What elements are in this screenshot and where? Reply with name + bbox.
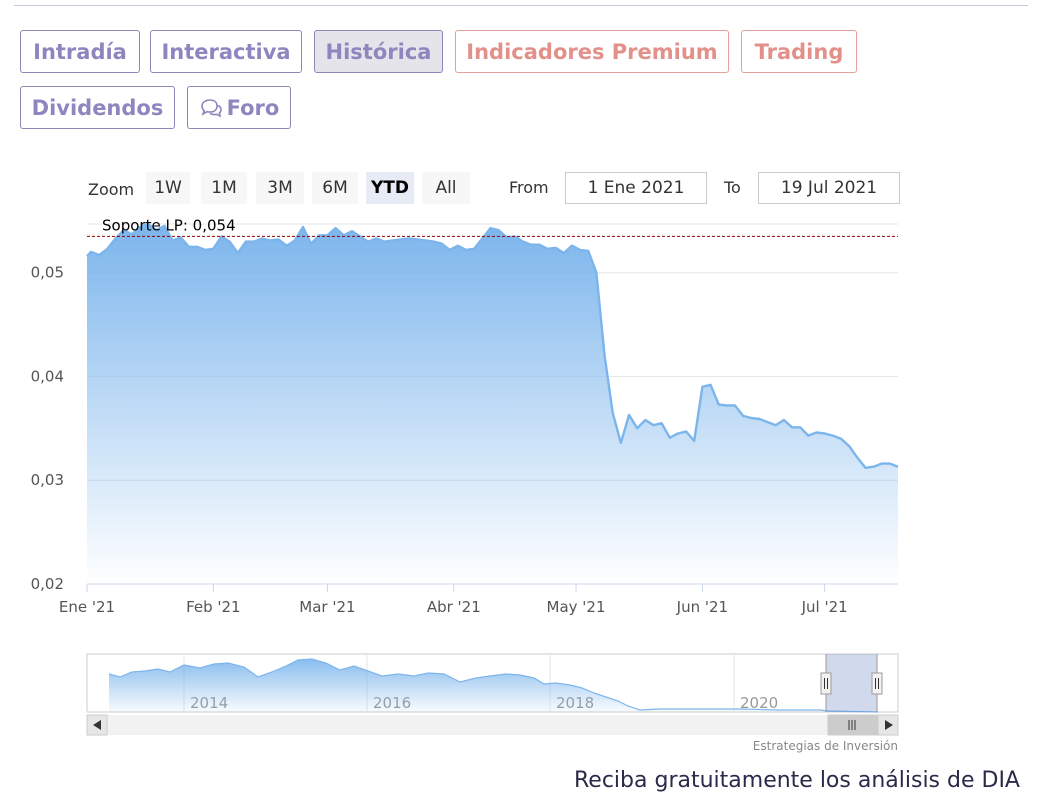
zoom-button-3m[interactable]: 3M bbox=[256, 172, 304, 204]
navigator-frame bbox=[86, 653, 899, 713]
zoom-button-1w[interactable]: 1W bbox=[146, 172, 190, 204]
tab-label: Trading bbox=[754, 39, 844, 64]
speech-bubbles-icon bbox=[199, 97, 223, 119]
scrollbar-right-button[interactable] bbox=[877, 714, 899, 736]
to-label: To bbox=[724, 178, 741, 197]
price-area bbox=[87, 223, 898, 584]
tab-label: Dividendos bbox=[31, 95, 164, 120]
navigator[interactable]: 2014 2016 2018 2020 bbox=[86, 653, 899, 736]
scroll-right-arrow-icon bbox=[885, 720, 893, 730]
scrollbar-left-button[interactable] bbox=[86, 714, 108, 736]
top-divider bbox=[14, 5, 1028, 6]
navigator-selection[interactable] bbox=[826, 654, 877, 712]
y-tick-label: 0,04 bbox=[31, 367, 64, 385]
y-tick-label: 0,03 bbox=[31, 471, 64, 489]
x-tick-label: Feb '21 bbox=[186, 598, 241, 616]
zoom-button-1m[interactable]: 1M bbox=[201, 172, 247, 204]
tab-label: Histórica bbox=[325, 39, 432, 64]
support-line-label: Soporte LP: 0,054 bbox=[102, 216, 236, 234]
from-date-input[interactable]: 1 Ene 2021 bbox=[565, 172, 707, 204]
tab-interactiva[interactable]: Interactiva bbox=[150, 30, 302, 73]
tab-label: Foro bbox=[226, 95, 280, 120]
from-label: From bbox=[509, 178, 549, 197]
tab-hist-rica[interactable]: Histórica bbox=[314, 30, 443, 73]
zoom-label: Zoom bbox=[88, 180, 135, 199]
y-tick-label: 0,02 bbox=[31, 575, 64, 593]
x-tick-label: May '21 bbox=[547, 598, 606, 616]
zoom-button-ytd[interactable]: YTD bbox=[366, 172, 414, 204]
tab-label: Intradía bbox=[33, 39, 127, 64]
y-tick-label: 0,05 bbox=[31, 264, 64, 282]
tab-label: Indicadores Premium bbox=[466, 39, 718, 64]
tab-indicadores-premium[interactable]: Indicadores Premium bbox=[455, 30, 729, 73]
scrollbar-thumb[interactable] bbox=[827, 714, 879, 736]
navigator-year-label: 2014 bbox=[190, 694, 228, 712]
tab-label: Interactiva bbox=[161, 39, 291, 64]
navigator-handle-right[interactable] bbox=[871, 672, 883, 695]
x-tick-label: Abr '21 bbox=[427, 598, 481, 616]
chart-credit[interactable]: Estrategias de Inversión bbox=[753, 739, 898, 753]
scrollbar-track[interactable] bbox=[87, 715, 898, 735]
zoom-button-all[interactable]: All bbox=[422, 172, 470, 204]
price-line bbox=[86, 222, 899, 469]
navigator-line bbox=[108, 658, 879, 713]
navigator-area bbox=[109, 659, 878, 712]
navigator-year-label: 2020 bbox=[740, 694, 778, 712]
navigator-handle-left[interactable] bbox=[820, 672, 832, 695]
tab-foro[interactable]: Foro bbox=[187, 86, 291, 129]
x-tick-label: Mar '21 bbox=[299, 598, 355, 616]
zoom-button-6m[interactable]: 6M bbox=[312, 172, 358, 204]
x-tick-label: Jul '21 bbox=[801, 598, 848, 616]
to-date-input[interactable]: 19 Jul 2021 bbox=[758, 172, 900, 204]
navigator-year-label: 2018 bbox=[556, 694, 594, 712]
x-tick-label: Ene '21 bbox=[59, 598, 115, 616]
navigator-year-label: 2016 bbox=[373, 694, 411, 712]
tab-intrad-a[interactable]: Intradía bbox=[20, 30, 140, 73]
scroll-left-arrow-icon bbox=[93, 720, 101, 730]
tab-dividendos[interactable]: Dividendos bbox=[20, 86, 175, 129]
x-tick-label: Jun '21 bbox=[676, 598, 728, 616]
footer-cta[interactable]: Reciba gratuitamente los análisis de DIA bbox=[574, 768, 1020, 793]
tab-trading[interactable]: Trading bbox=[741, 30, 857, 73]
